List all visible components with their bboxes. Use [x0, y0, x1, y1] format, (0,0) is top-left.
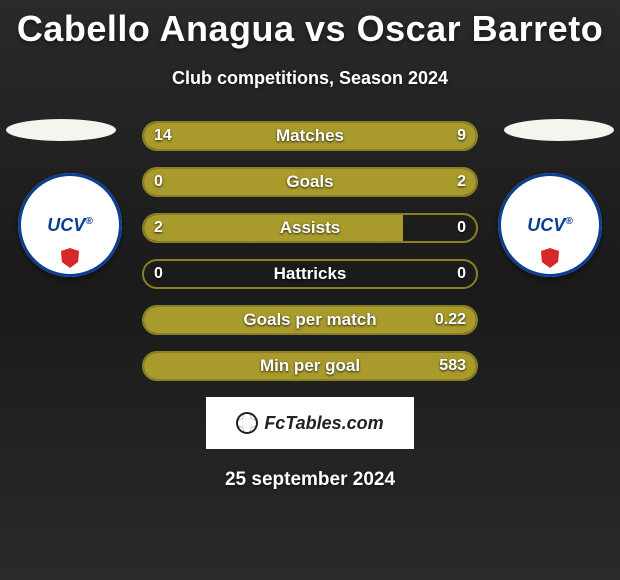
stat-value-left: 0	[154, 169, 163, 195]
date-label: 25 september 2024	[0, 469, 620, 491]
oval-shadow-right	[504, 119, 614, 141]
stat-label: Hattricks	[144, 261, 476, 287]
stat-bar: Assists2 0	[142, 213, 478, 243]
badge-acronym-left: UCV®	[47, 215, 92, 236]
club-badge-left: UCV®	[18, 173, 122, 277]
stats-bars: Matches149Goals02Assists20Hattricks00Goa…	[142, 121, 478, 381]
stat-label: Goals per match	[144, 307, 476, 333]
badge-shield-left	[61, 248, 79, 268]
badge-shield-right	[541, 248, 559, 268]
stat-bar: Goals0 2	[142, 167, 478, 197]
page-title: Cabello Anagua vs Oscar Barreto	[0, 0, 620, 50]
oval-shadow-left	[6, 119, 116, 141]
stat-value-right: 0.22	[435, 307, 466, 333]
subtitle: Club competitions, Season 2024	[0, 68, 620, 89]
logo-text: FcTables.com	[264, 413, 383, 434]
stat-label: Matches	[144, 123, 476, 149]
stat-value-left: 14	[154, 123, 172, 149]
fctables-logo: FcTables.com	[206, 397, 414, 449]
ball-icon	[236, 412, 258, 434]
stat-value-left: 2	[154, 215, 163, 241]
stat-label: Assists	[144, 215, 476, 241]
stat-bar: Matches14 9	[142, 121, 478, 151]
stat-value-right: 9	[457, 123, 466, 149]
stat-bar: Goals per match0.22	[142, 305, 478, 335]
stat-value-right: 583	[439, 353, 466, 379]
comparison-panel: UCV® UCV® Matches149Goals02Assists20Hatt…	[0, 121, 620, 381]
stat-value-right: 0	[457, 215, 466, 241]
club-badge-right: UCV®	[498, 173, 602, 277]
stat-value-right: 2	[457, 169, 466, 195]
stat-label: Goals	[144, 169, 476, 195]
stat-value-right: 0	[457, 261, 466, 287]
stat-value-left: 0	[154, 261, 163, 287]
stat-bar: Hattricks0 0	[142, 259, 478, 289]
stat-bar: Min per goal583	[142, 351, 478, 381]
badge-acronym-right: UCV®	[527, 215, 572, 236]
stat-label: Min per goal	[144, 353, 476, 379]
